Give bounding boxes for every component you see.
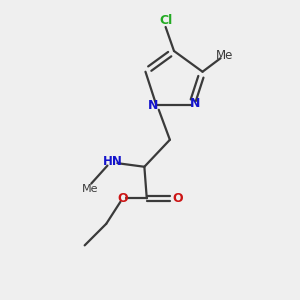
Text: Cl: Cl [159,14,172,27]
Text: N: N [190,97,200,110]
Text: N: N [148,99,158,112]
Text: Me: Me [215,49,233,62]
Text: Me: Me [82,184,98,194]
Text: O: O [172,192,183,205]
Text: O: O [118,192,128,205]
Text: HN: HN [103,155,123,168]
